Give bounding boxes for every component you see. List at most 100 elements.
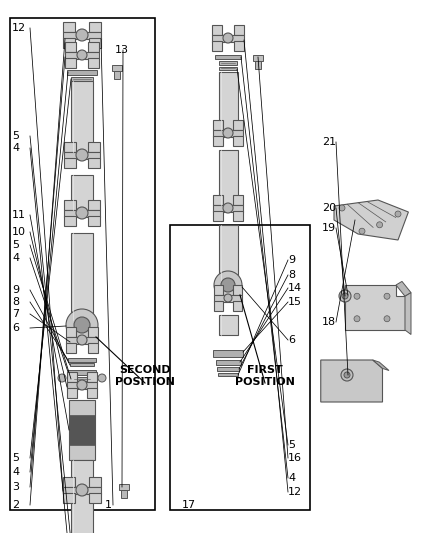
Text: 19: 19	[322, 223, 336, 233]
Text: 5: 5	[288, 440, 295, 450]
Bar	[63, 38, 75, 48]
Text: 13: 13	[115, 45, 129, 55]
Circle shape	[384, 293, 390, 299]
Text: 21: 21	[322, 137, 336, 147]
Bar	[66, 327, 76, 337]
Bar	[214, 285, 223, 295]
Circle shape	[342, 293, 348, 299]
Text: 12: 12	[288, 487, 302, 497]
Bar	[219, 61, 237, 65]
Bar	[218, 373, 238, 376]
Bar	[64, 216, 76, 226]
Bar	[67, 70, 97, 75]
Text: 20: 20	[322, 203, 336, 213]
Bar	[69, 400, 95, 460]
Bar	[64, 200, 76, 210]
Bar	[114, 71, 120, 79]
Text: 1: 1	[105, 500, 112, 510]
Circle shape	[223, 203, 233, 213]
Bar	[212, 35, 244, 42]
Bar	[219, 150, 238, 205]
Bar	[89, 38, 101, 48]
Bar	[89, 22, 101, 32]
Bar	[121, 490, 127, 498]
Bar	[89, 493, 101, 503]
Text: 4: 4	[288, 473, 295, 483]
Bar	[63, 477, 75, 487]
Bar	[88, 200, 100, 210]
Bar	[72, 377, 92, 381]
Circle shape	[77, 50, 87, 60]
Bar	[66, 343, 76, 353]
Polygon shape	[334, 200, 408, 240]
Circle shape	[223, 128, 233, 138]
Circle shape	[76, 207, 88, 219]
Bar	[68, 358, 96, 362]
Bar	[63, 22, 75, 32]
Circle shape	[354, 293, 360, 299]
Circle shape	[221, 278, 235, 292]
Bar	[233, 195, 243, 205]
Bar	[71, 233, 93, 320]
Bar	[233, 211, 243, 221]
Text: 5: 5	[12, 240, 19, 250]
Text: 2: 2	[12, 500, 19, 510]
Bar	[112, 65, 122, 71]
Bar	[67, 388, 77, 398]
Text: 4: 4	[12, 467, 19, 477]
Bar	[233, 120, 243, 130]
Bar	[170, 225, 310, 510]
Text: 18: 18	[322, 317, 336, 327]
Bar	[10, 18, 155, 510]
Text: 4: 4	[12, 143, 19, 153]
Circle shape	[66, 309, 98, 341]
Bar	[64, 210, 100, 217]
Circle shape	[395, 211, 401, 217]
Text: 5: 5	[12, 453, 19, 463]
Bar	[88, 42, 99, 52]
Text: 4: 4	[12, 253, 19, 263]
Circle shape	[77, 335, 87, 345]
Circle shape	[74, 317, 90, 333]
Bar	[66, 337, 98, 344]
Text: 8: 8	[288, 270, 295, 280]
Bar	[219, 67, 237, 70]
Circle shape	[384, 316, 390, 322]
Bar	[213, 350, 243, 357]
Circle shape	[339, 290, 351, 302]
Bar	[214, 295, 242, 302]
Bar	[88, 58, 99, 68]
Bar	[214, 301, 223, 311]
Bar	[88, 216, 100, 226]
Bar	[215, 55, 241, 59]
Bar	[71, 175, 93, 210]
Bar	[68, 370, 96, 375]
Bar	[71, 81, 93, 152]
Bar	[234, 25, 244, 35]
Bar	[234, 41, 244, 51]
Bar	[216, 360, 241, 365]
Text: 10: 10	[12, 227, 26, 237]
Bar	[213, 195, 223, 205]
Bar	[63, 32, 101, 39]
Text: 17: 17	[182, 500, 196, 510]
Polygon shape	[373, 360, 389, 370]
Bar	[233, 285, 242, 295]
Circle shape	[223, 33, 233, 43]
Bar	[63, 493, 75, 503]
Bar	[88, 158, 100, 168]
Text: 7: 7	[12, 309, 19, 319]
Circle shape	[214, 271, 242, 299]
Bar	[67, 372, 77, 382]
Bar	[213, 211, 223, 221]
Bar	[213, 120, 223, 130]
Text: SECOND
POSITION: SECOND POSITION	[115, 365, 175, 386]
Bar	[87, 372, 97, 382]
Circle shape	[76, 29, 88, 41]
Text: 16: 16	[288, 453, 302, 463]
Bar	[70, 363, 94, 366]
Bar	[233, 301, 242, 311]
Circle shape	[224, 294, 232, 302]
Circle shape	[354, 316, 360, 322]
Bar	[71, 460, 93, 533]
